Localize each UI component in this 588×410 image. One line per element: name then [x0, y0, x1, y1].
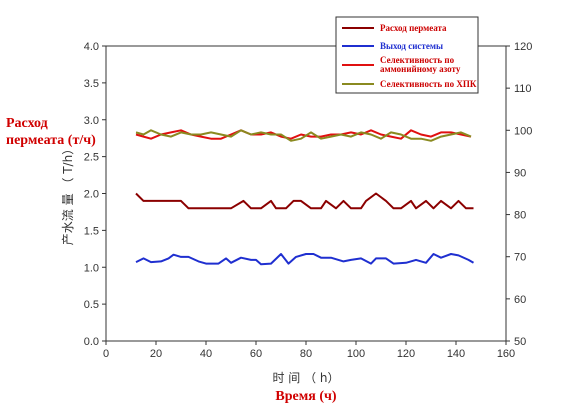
series-layer	[135, 129, 475, 266]
y-right-tick-label: 100	[514, 125, 532, 137]
x-tick-label: 120	[397, 348, 415, 360]
y-left-tick-label: 3.0	[84, 115, 99, 127]
series-line-system-output	[135, 253, 475, 266]
legend-box	[335, 16, 479, 94]
y-left-label-line-2: пермеата (т/ч)	[6, 133, 96, 148]
x-tick-label: 40	[200, 348, 212, 360]
y-right-tick-label: 80	[514, 210, 526, 222]
y-left-tick-label: 0.0	[84, 336, 99, 348]
x-tick-label: 0	[103, 348, 109, 360]
y-right-tick-label: 120	[514, 41, 532, 53]
x-tick-label: 100	[347, 348, 365, 360]
x-tick-label: 60	[250, 348, 262, 360]
x-tick-label: 140	[447, 348, 465, 360]
legend: Расход пермеата Выход системы Селективно…	[335, 16, 479, 94]
y-right-tick-label: 90	[514, 167, 526, 179]
y-left-label-line-1: Расход	[6, 116, 48, 131]
x-tick-label: 20	[150, 348, 162, 360]
y-left-axis-ticks: 0.0 0.5 1.0 1.5 2.0 2.5 3.0 3.5 4.0	[84, 41, 106, 348]
y-left-tick-label: 3.5	[84, 78, 99, 90]
legend-label-ammonium-line-1: Селективность по	[380, 55, 455, 65]
y-right-tick-label: 50	[514, 336, 526, 348]
series-line-permeate-flow	[135, 192, 474, 210]
series-line-cod-selectivity	[135, 129, 472, 142]
y-left-tick-label: 4.0	[84, 41, 99, 53]
y-left-tick-label: 2.5	[84, 152, 99, 164]
legend-label-ammonium-line-2: аммонийному азоту	[380, 64, 461, 74]
y-left-tick-label: 1.5	[84, 225, 99, 237]
x-tick-label: 160	[497, 348, 515, 360]
x-axis-label-translation: Время (ч)	[275, 389, 337, 404]
y-right-tick-label: 70	[514, 252, 526, 264]
y-left-axis-label-original: 产水流 量 （ T/h）	[61, 143, 75, 245]
legend-label-cod: Селективность по ХПК	[380, 79, 477, 89]
y-left-axis-label-translation: Расход пермеата (т/ч)	[6, 116, 96, 148]
y-left-tick-label: 0.5	[84, 299, 99, 311]
x-tick-label: 80	[300, 348, 312, 360]
y-right-tick-label: 110	[514, 83, 532, 95]
legend-label-output: Выход системы	[380, 41, 443, 51]
y-left-tick-label: 1.0	[84, 262, 99, 274]
x-axis-label-original: 时 间 （ h）	[272, 371, 339, 385]
y-right-axis-ticks: 50 60 70 80 90 100 110 120	[506, 41, 532, 348]
x-axis-ticks: 0 20 40 60 80 100 120 140 160	[103, 341, 515, 360]
y-right-tick-label: 60	[514, 294, 526, 306]
y-left-tick-label: 2.0	[84, 189, 99, 201]
legend-label-permeate: Расход пермеата	[380, 23, 447, 33]
legend-label-ammonium: Селективность по аммонийному азоту	[380, 55, 461, 74]
